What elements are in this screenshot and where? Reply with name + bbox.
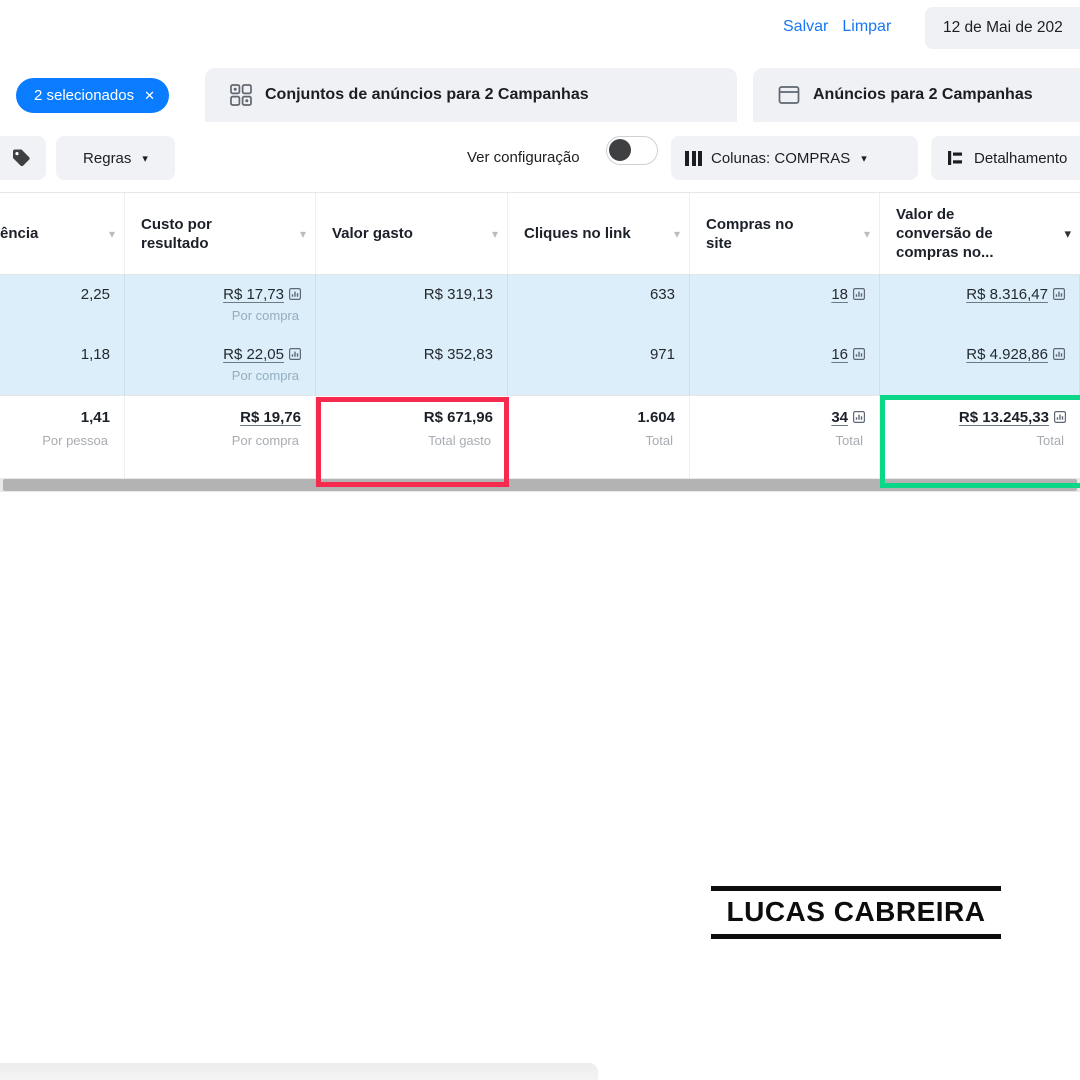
sort-chevron-icon[interactable]: ▾ [491,226,498,241]
columns-icon [685,150,702,166]
total-clicks-value: 1.604 [637,409,675,426]
header-purchases-label: Compras no site [706,215,794,252]
total-frequency-value: 1,41 [80,409,110,426]
chart-popup-icon[interactable] [853,411,865,423]
cost-per-result-value[interactable]: R$ 17,73 [223,286,284,303]
total-spent-sub: Total gasto [428,433,491,448]
frequency-value: 2,25 [80,286,110,303]
watermark: LUCAS CABREIRA [711,886,1001,939]
top-action-bar: Salvar Limpar 12 de Mai de 202 [0,0,1080,56]
header-clicks-label: Cliques no link [524,225,631,242]
tab-ads-label: Anúncios para 2 Campanhas [813,86,1033,103]
cost-per-result-value[interactable]: R$ 22,05 [223,346,284,363]
view-setup-toggle[interactable] [606,136,658,165]
amount-spent-value: R$ 319,13 [423,286,493,303]
sort-chevron-icon[interactable]: ▾ [1064,225,1071,241]
watermark-text: LUCAS CABREIRA [726,896,986,927]
selected-filter-label: 2 selecionados [34,87,135,104]
link-clicks-value: 633 [649,286,675,303]
table-header-row: ência ▾ Custo por resultado ▾ Valor gast… [0,192,1080,275]
frequency-value: 1,18 [80,346,110,363]
red-annotation-box [316,397,509,487]
total-conversion-value[interactable]: R$ 13.245,33 [958,409,1049,426]
bottom-panel-strip [0,1063,598,1080]
header-conversion-label: Valor de conversão de compras no... [896,206,994,261]
conversion-value[interactable]: R$ 8.316,47 [966,286,1048,303]
total-cost-sub: Por compra [231,433,299,448]
sort-chevron-icon[interactable]: ▾ [108,226,115,241]
sort-chevron-icon[interactable]: ▾ [863,226,870,241]
total-clicks-sub: Total [645,433,673,448]
header-cost-label: Custo por resultado [141,215,212,252]
table-row[interactable]: 1,18 R$ 22,05 Por compra R$ 352,83 971 1… [0,335,1080,395]
table-row[interactable]: 2,25 R$ 17,73 Por compra R$ 319,13 633 1… [0,275,1080,335]
breakdown-icon [945,148,965,168]
rules-label: Regras [83,149,132,167]
sort-chevron-icon[interactable]: ▾ [673,226,680,241]
green-annotation-box [880,395,1080,488]
chart-popup-icon[interactable] [289,288,301,300]
header-frequency-label: ência [0,225,39,242]
total-purchases-value[interactable]: 34 [831,409,848,426]
sort-chevron-icon[interactable]: ▾ [299,226,306,241]
toggle-knob [609,139,631,161]
header-spent-label: Valor gasto [332,225,413,242]
watermark-bottom-line [711,934,1001,939]
chart-popup-icon[interactable] [1053,288,1065,300]
tab-selected-items[interactable]: 2 selecionados ✕ [0,56,197,122]
tag-icon [10,147,32,169]
total-spent-value: R$ 671,96 [423,409,493,426]
tab-ads[interactable]: Anúncios para 2 Campanhas [753,68,1080,122]
total-frequency-sub: Por pessoa [42,433,108,448]
chart-popup-icon[interactable] [853,348,865,360]
amount-spent-value: R$ 352,83 [423,346,493,363]
chevron-down-icon: ▾ [142,152,148,165]
tab-adsets[interactable]: Conjuntos de anúncios para 2 Campanhas [205,68,737,122]
clear-link[interactable]: Limpar [842,18,892,35]
table-toolbar: Regras ▾ Ver configuração Colunas: COMPR… [0,122,1080,192]
purchases-value[interactable]: 18 [831,286,848,303]
total-conversion-sub: Total [1036,433,1064,448]
columns-button[interactable]: Colunas: COMPRAS ▾ [671,136,918,180]
header-link-clicks[interactable]: Cliques no link ▾ [508,193,690,274]
ads-window-icon [777,83,801,107]
totals-row: 1,41 Por pessoa R$ 19,76 Por compra R$ 6… [0,395,1080,478]
close-icon[interactable]: ✕ [144,88,155,103]
level-tabs: 2 selecionados ✕ Conjuntos de anúncios p… [0,56,1080,122]
chart-popup-icon[interactable] [1053,348,1065,360]
chart-popup-icon[interactable] [289,348,301,360]
purchases-value[interactable]: 16 [831,346,848,363]
adsets-grid-icon [229,83,253,107]
header-cost-per-result[interactable]: Custo por resultado ▾ [125,193,316,274]
selected-filter-pill[interactable]: 2 selecionados ✕ [16,78,169,113]
total-cost-value[interactable]: R$ 19,76 [240,409,301,426]
link-clicks-value: 971 [649,346,675,363]
date-range-button[interactable]: 12 de Mai de 202 [925,7,1080,49]
rules-button[interactable]: Regras ▾ [56,136,175,180]
view-setup-label: Ver configuração [467,149,580,166]
columns-label: Colunas: COMPRAS [711,149,851,167]
tab-adsets-label: Conjuntos de anúncios para 2 Campanhas [265,86,589,103]
header-site-purchases[interactable]: Compras no site ▾ [690,193,880,274]
tags-button[interactable] [0,136,46,180]
cost-sub-label: Por compra [231,368,299,383]
breakdown-button[interactable]: Detalhamento [931,136,1080,180]
header-conversion-value[interactable]: Valor de conversão de compras no... ▾ [880,193,1080,274]
date-range-label: 12 de Mai de 202 [943,19,1063,36]
horizontal-scrollbar-thumb[interactable] [3,479,1077,491]
chevron-down-icon: ▾ [861,152,867,165]
header-frequency[interactable]: ência ▾ [0,193,125,274]
total-purchases-sub: Total [835,433,863,448]
watermark-top-line [711,886,1001,891]
header-amount-spent[interactable]: Valor gasto ▾ [316,193,508,274]
conversion-value[interactable]: R$ 4.928,86 [966,346,1048,363]
chart-popup-icon[interactable] [853,288,865,300]
breakdown-label: Detalhamento [974,149,1068,167]
horizontal-scrollbar-track[interactable] [0,478,1080,492]
save-link[interactable]: Salvar [783,18,829,35]
cost-sub-label: Por compra [231,308,299,323]
